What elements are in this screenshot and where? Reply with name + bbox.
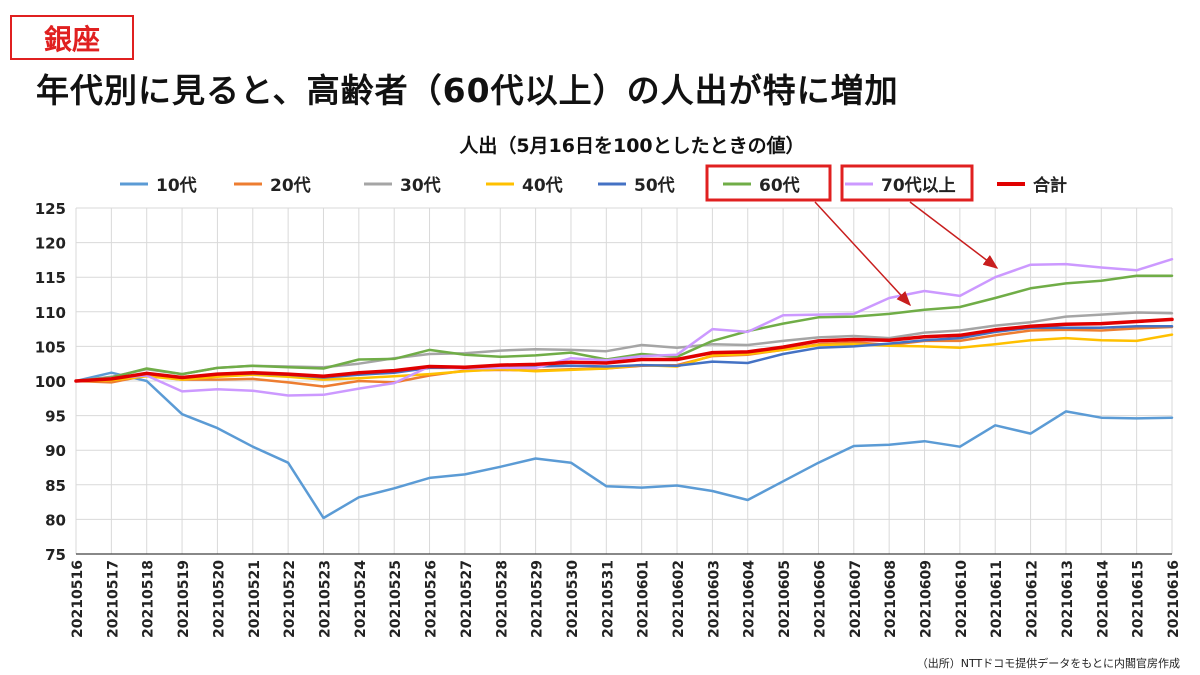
legend-label: 40代	[522, 175, 563, 196]
series-line-6	[74, 257, 1174, 397]
x-tick-label: 20210608	[883, 560, 899, 638]
x-tick-label: 20210522	[282, 560, 298, 638]
y-axis: 75 80 85 90 95 100 105 110 115 120 125	[35, 200, 66, 564]
legend-label: 20代	[270, 175, 311, 196]
x-tick-label: 20210523	[317, 560, 333, 638]
x-tick-label: 20210611	[989, 560, 1005, 638]
series-layer	[74, 257, 1174, 520]
legend-label: 合計	[1033, 175, 1067, 196]
legend-label: 70代以上	[881, 175, 956, 196]
x-tick-label: 20210530	[565, 560, 581, 638]
series-line-0	[74, 371, 1174, 520]
page-title: 年代別に見ると、高齢者（60代以上）の人出が特に増加	[36, 71, 899, 110]
x-tick-label: 20210526	[424, 560, 440, 638]
x-tick-label: 20210520	[211, 560, 227, 638]
y-tick-label: 100	[35, 373, 66, 391]
y-tick-label: 105	[35, 338, 66, 356]
annotations	[705, 164, 999, 307]
y-tick-label: 75	[45, 546, 66, 564]
x-tick-label: 20210524	[353, 560, 369, 638]
legend: 10代 20代 30代 40代 50代 60代 70代以上 合計	[120, 175, 1067, 196]
x-tick-label: 20210616	[1166, 560, 1182, 638]
x-tick-label: 20210529	[530, 560, 546, 638]
y-tick-label: 120	[35, 235, 66, 253]
chart-title: 人出（5月16日を100としたときの値）	[459, 134, 804, 157]
legend-highlight-70s	[840, 164, 974, 202]
legend-highlight-60s	[705, 164, 832, 202]
y-tick-label: 95	[45, 408, 66, 426]
x-tick-label: 20210527	[459, 560, 475, 638]
y-tick-label: 90	[45, 442, 66, 460]
y-tick-label: 125	[35, 200, 66, 218]
x-tick-label: 20210528	[494, 560, 510, 638]
x-tick-label: 20210525	[388, 560, 404, 638]
x-tick-label: 20210517	[105, 560, 121, 638]
legend-label: 30代	[400, 175, 441, 196]
arrow-to-70s-line	[909, 201, 999, 269]
x-axis: 20210516 20210517 20210518 20210519 20210520…	[70, 553, 1182, 638]
x-tick-label: 20210607	[848, 560, 864, 638]
series-line-5	[74, 274, 1174, 383]
region-label: 銀座	[10, 15, 134, 60]
x-tick-label: 20210531	[600, 560, 616, 638]
x-tick-label: 20210603	[706, 560, 722, 638]
x-tick-label: 20210615	[1131, 560, 1147, 638]
legend-label: 60代	[759, 175, 800, 196]
x-tick-label: 20210605	[777, 560, 793, 638]
gridlines	[75, 207, 1173, 555]
y-tick-label: 80	[45, 511, 66, 529]
y-tick-label: 115	[35, 269, 66, 287]
x-tick-label: 20210602	[671, 560, 687, 638]
x-tick-label: 20210606	[812, 560, 828, 638]
x-tick-label: 20210516	[70, 560, 86, 638]
source-note: （出所）NTTドコモ提供データをもとに内閣官房作成	[917, 656, 1180, 670]
series-line-7	[74, 317, 1174, 383]
arrow-to-60s-line	[814, 201, 912, 307]
x-tick-label: 20210521	[247, 560, 263, 638]
y-tick-label: 85	[45, 477, 66, 495]
x-tick-label: 20210601	[636, 560, 652, 638]
x-tick-label: 20210609	[919, 560, 935, 638]
x-tick-label: 20210519	[176, 560, 192, 638]
x-tick-label: 20210610	[954, 560, 970, 638]
x-tick-label: 20210612	[1025, 560, 1041, 638]
x-tick-label: 20210614	[1095, 560, 1111, 638]
y-tick-label: 110	[35, 304, 66, 322]
legend-label: 50代	[634, 175, 675, 196]
x-tick-label: 20210604	[742, 560, 758, 638]
x-tick-label: 20210518	[141, 560, 157, 638]
legend-label: 10代	[156, 175, 197, 196]
x-tick-label: 20210613	[1060, 560, 1076, 638]
